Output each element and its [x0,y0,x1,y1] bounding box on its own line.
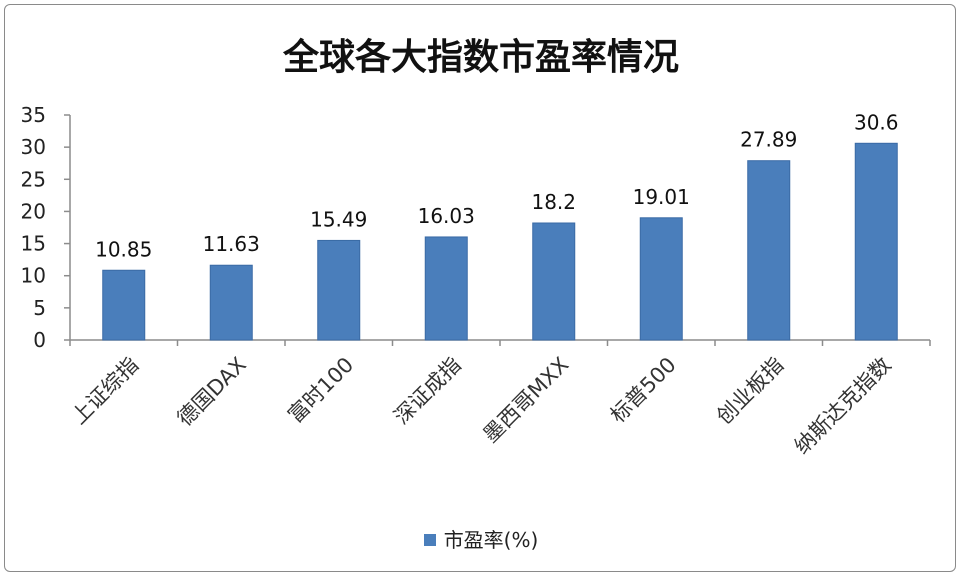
y-tick-label: 25 [21,167,46,191]
bar [854,142,898,341]
legend-swatch [423,534,436,546]
x-tick-label: 深证成指 [389,353,465,429]
data-label: 15.49 [310,207,367,231]
data-label: 27.89 [740,128,797,152]
bar [639,217,683,341]
x-tick-label: 墨西哥MXX [479,353,574,448]
data-label: 11.63 [203,232,260,256]
data-label: 16.03 [418,204,475,228]
data-label: 19.01 [633,185,690,209]
x-tick-label: 德国DAX [173,353,251,431]
x-tick-label: 创业板指 [712,353,788,429]
x-tick-label: 标普500 [606,353,681,428]
legend-label: 市盈率(%) [443,528,539,552]
data-label: 10.85 [95,237,152,261]
x-tick-label: 上证综指 [67,353,143,429]
y-tick-label: 20 [21,199,46,223]
y-tick-label: 35 [21,103,46,127]
x-tick-label: 纳斯达克指数 [790,353,896,459]
y-tick-label: 0 [33,328,46,352]
y-tick-label: 5 [33,296,46,320]
bar [424,236,468,341]
data-label: 30.6 [854,110,899,134]
bar [102,269,146,341]
legend: 市盈率(%) [0,524,962,553]
chart-frame [4,4,956,572]
x-tick-label: 富时100 [283,353,358,428]
bar [532,222,576,341]
y-tick-label: 10 [21,264,46,288]
bar [317,239,361,341]
bar [747,160,791,341]
y-tick-label: 15 [21,232,46,256]
y-tick-label: 30 [21,135,46,159]
bar [209,264,253,341]
chart-title: 全球各大指数市盈率情况 [282,37,679,78]
data-label: 18.2 [531,190,576,214]
